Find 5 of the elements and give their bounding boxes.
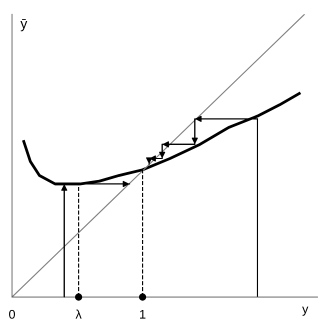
- y-axis-title: ȳ: [20, 19, 28, 32]
- x-tick-label: 0: [9, 310, 16, 319]
- x-tick-label: λ: [76, 310, 82, 319]
- x-axis-title: y: [302, 306, 308, 316]
- x-tick-label: 1: [140, 310, 146, 319]
